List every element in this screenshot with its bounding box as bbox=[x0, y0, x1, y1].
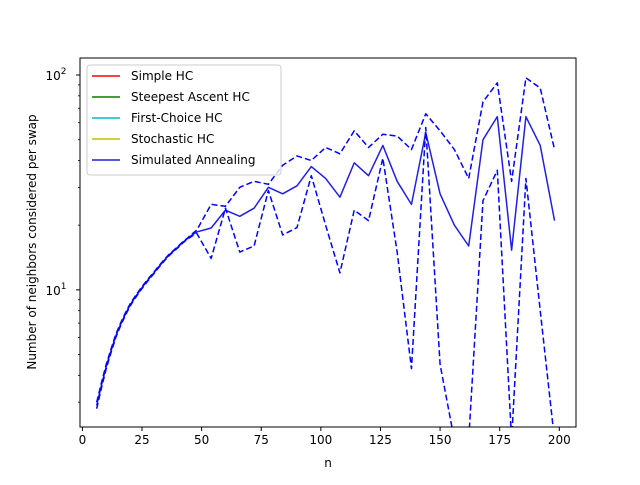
x-tick-label: 150 bbox=[429, 433, 452, 447]
legend-frame bbox=[86, 64, 282, 176]
x-axis-label: n bbox=[324, 456, 332, 470]
plot-frame bbox=[79, 57, 577, 428]
series-layer bbox=[95, 77, 556, 427]
x-axis: 0 25 50 75 100 125 150 175 200 bbox=[79, 427, 571, 447]
y-tick-label: 101 bbox=[45, 282, 66, 298]
legend-label: Simulated Annealing bbox=[131, 153, 256, 167]
legend-label: First-Choice HC bbox=[131, 111, 222, 125]
x-tick-label: 175 bbox=[488, 433, 511, 447]
x-tick-label: 25 bbox=[134, 433, 149, 447]
legend-label: Steepest Ascent HC bbox=[131, 90, 250, 104]
series-bound-dashed-line bbox=[95, 126, 554, 427]
legend-label: Simple HC bbox=[131, 69, 193, 83]
x-tick-label: 200 bbox=[548, 433, 571, 447]
y-axis: 101 102 bbox=[45, 67, 80, 403]
x-tick-label: 125 bbox=[369, 433, 392, 447]
legend-label: Stochastic HC bbox=[131, 132, 214, 146]
y-axis-label: Number of neighbors considered per swap bbox=[25, 114, 39, 369]
series-bound-dashed-line bbox=[95, 77, 556, 403]
x-tick-label: 0 bbox=[79, 433, 87, 447]
y-tick-label: 102 bbox=[45, 67, 66, 83]
x-tick-label: 50 bbox=[194, 433, 209, 447]
x-tick-label: 100 bbox=[309, 433, 332, 447]
legend: Simple HC Steepest Ascent HC First-Choice … bbox=[86, 64, 282, 176]
x-tick-label: 75 bbox=[254, 433, 269, 447]
